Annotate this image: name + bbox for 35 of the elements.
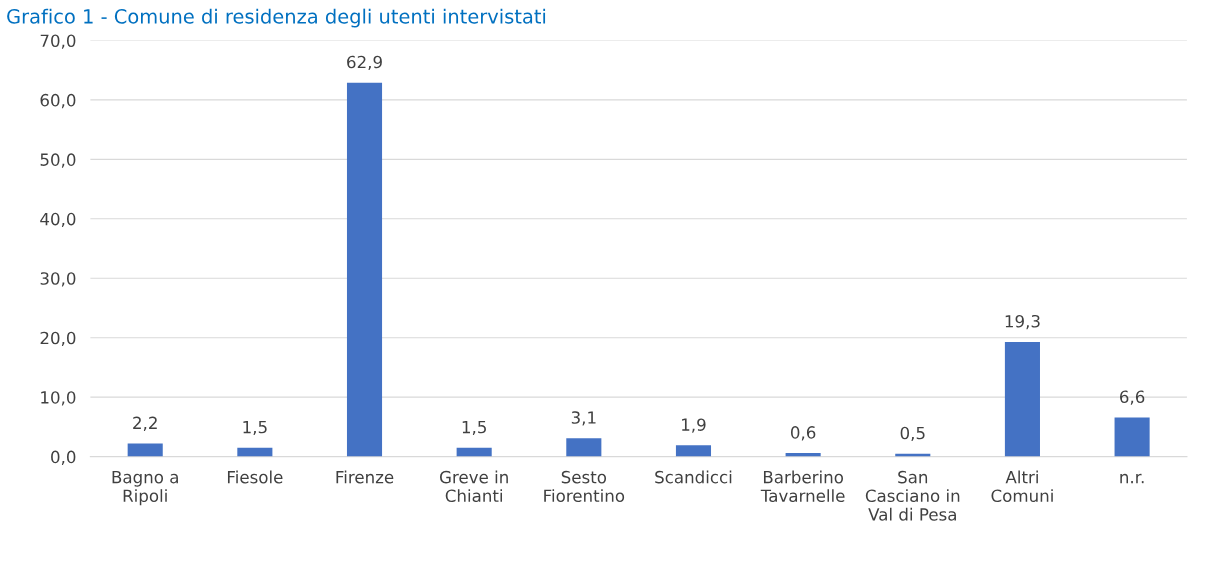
data-label: 1,5 [462, 420, 486, 436]
bar [346, 82, 383, 457]
x-tick-label: San Casciano in Val di Pesa [865, 470, 960, 521]
y-tick-label: 10,0 [41, 391, 76, 406]
y-tick-label: 50,0 [40, 153, 76, 168]
x-tick-label: Barberino Tavarnelle [760, 470, 845, 503]
x-tick-label: Scandicci [655, 470, 732, 484]
y-tick-label: 20,0 [40, 331, 76, 346]
bar [127, 443, 163, 457]
data-label: 1,5 [243, 420, 267, 436]
chart-title: Grafico 1 - Comune di residenza degli utenti intervistati [7, 8, 546, 28]
data-label: 62,9 [347, 55, 382, 71]
bar [1114, 417, 1150, 457]
data-label: 2,2 [133, 416, 157, 431]
y-tick-label: 40,0 [40, 212, 76, 228]
bar [675, 445, 712, 457]
data-label: 1,9 [682, 418, 706, 433]
data-label: 6,6 [1120, 390, 1145, 405]
y-tick-label: 30,0 [40, 272, 76, 287]
data-label: 0,5 [900, 426, 925, 442]
x-tick-label: n.r. [1120, 473, 1144, 484]
y-tick-label: 0,0 [51, 450, 76, 465]
bar [566, 438, 602, 457]
x-tick-label: Bagno a Ripoli [112, 471, 178, 506]
y-tick-label: 70,0 [40, 34, 76, 49]
x-tick-label: Sesto Fiorentino [544, 470, 625, 503]
x-tick-label: Firenze [336, 470, 394, 484]
y-tick-label: 60,0 [40, 93, 76, 109]
x-tick-label: Greve in Chianti [439, 470, 508, 503]
data-label: 19,3 [1005, 314, 1040, 330]
data-label: 0,6 [790, 426, 816, 441]
x-tick-label: Altri Comuni [991, 470, 1053, 503]
x-tick-label: Fiesole [227, 470, 283, 484]
data-label: 3,1 [571, 411, 596, 426]
bar [1004, 341, 1040, 457]
